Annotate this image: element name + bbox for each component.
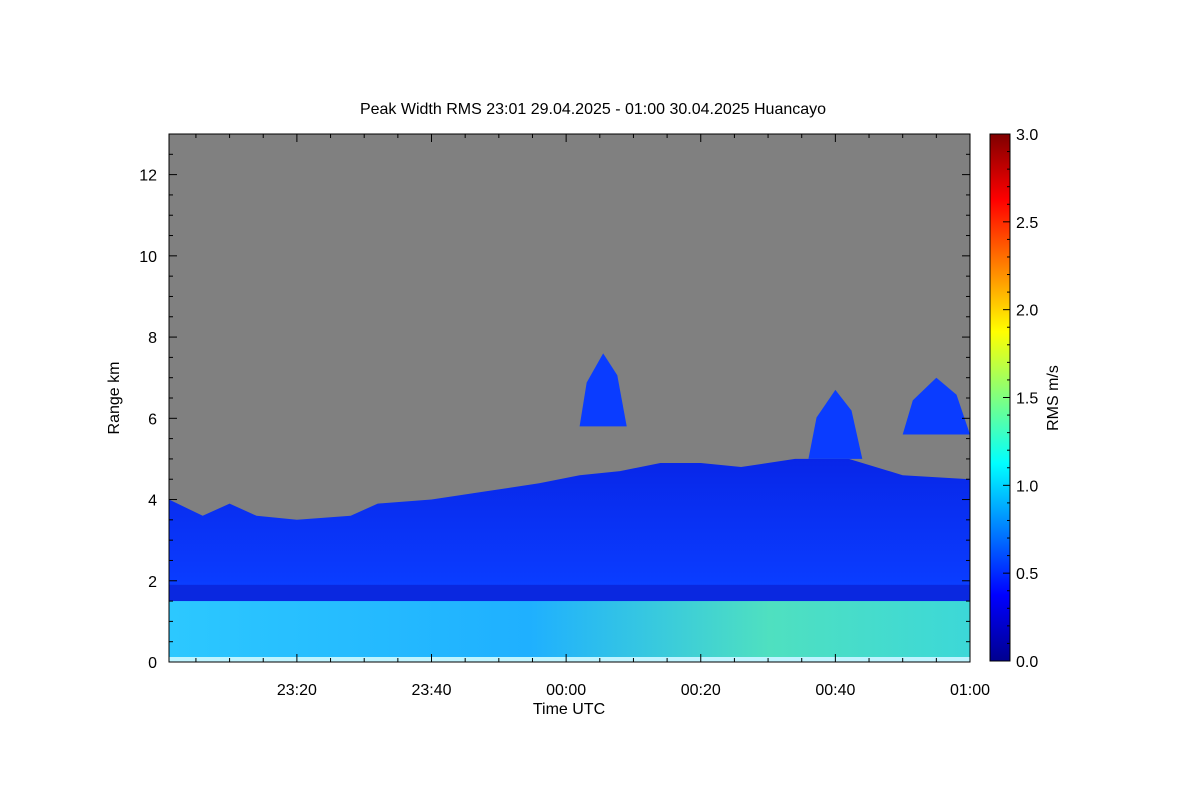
colorbar-tick-label: 0.0 (1016, 654, 1038, 671)
x-tick-label: 00:00 (546, 682, 586, 699)
x-tick-label: 23:40 (411, 682, 451, 699)
x-tick-label: 01:00 (950, 682, 990, 699)
colorbar-tick-label: 2.5 (1016, 215, 1038, 232)
y-tick-label: 4 (148, 493, 157, 510)
x-tick-label: 00:20 (681, 682, 721, 699)
colorbar-ticks: 0.0 0.5 1.0 1.5 2.0 2.5 3.0 (1003, 127, 1038, 671)
cloud-patch (902, 377, 970, 435)
colorbar-tick-label: 3.0 (1016, 127, 1038, 144)
x-tick-label: 00:40 (815, 682, 855, 699)
colorbar-label: RMS m/s (1045, 365, 1062, 431)
y-tick-label: 0 (148, 655, 157, 672)
boundary-layer-band (169, 601, 970, 662)
colorbar-tick-label: 1.5 (1016, 391, 1038, 408)
y-tick-label: 2 (148, 574, 157, 591)
colorbar-tick-label: 0.5 (1016, 566, 1038, 583)
chart-title: Peak Width RMS 23:01 29.04.2025 - 01:00 … (360, 101, 826, 118)
colorbar-tick-label: 1.0 (1016, 478, 1038, 495)
x-axis-label: Time UTC (533, 701, 605, 718)
cloud-patch (808, 389, 863, 459)
y-tick-label: 10 (139, 249, 157, 266)
y-axis: 0 2 4 6 8 10 12 (139, 133, 970, 672)
y-tick-label: 8 (148, 330, 157, 347)
y-axis-label: Range km (106, 362, 123, 435)
cloud-patch (579, 353, 627, 427)
x-tick-label: 23:20 (277, 682, 317, 699)
y-tick-label: 6 (148, 411, 157, 428)
y-tick-label: 12 (139, 168, 157, 185)
cloud-patches (579, 353, 970, 459)
low-rms-band (169, 584, 970, 602)
colorbar-tick-label: 2.0 (1016, 303, 1038, 320)
plot-area (169, 134, 970, 662)
x-axis: 23:20 23:40 00:00 00:20 00:40 01:00 (195, 134, 990, 699)
surface-strip (169, 657, 970, 662)
